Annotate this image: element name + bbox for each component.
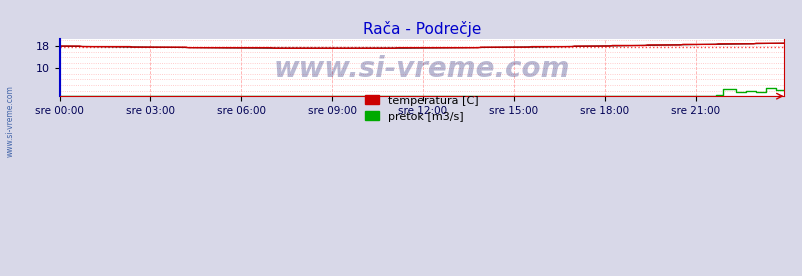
Legend: temperatura [C], pretok [m3/s]: temperatura [C], pretok [m3/s] <box>360 91 482 126</box>
Title: Rača - Podrečje: Rača - Podrečje <box>363 20 480 36</box>
Text: www.si-vreme.com: www.si-vreme.com <box>6 86 15 157</box>
Text: www.si-vreme.com: www.si-vreme.com <box>273 55 569 83</box>
